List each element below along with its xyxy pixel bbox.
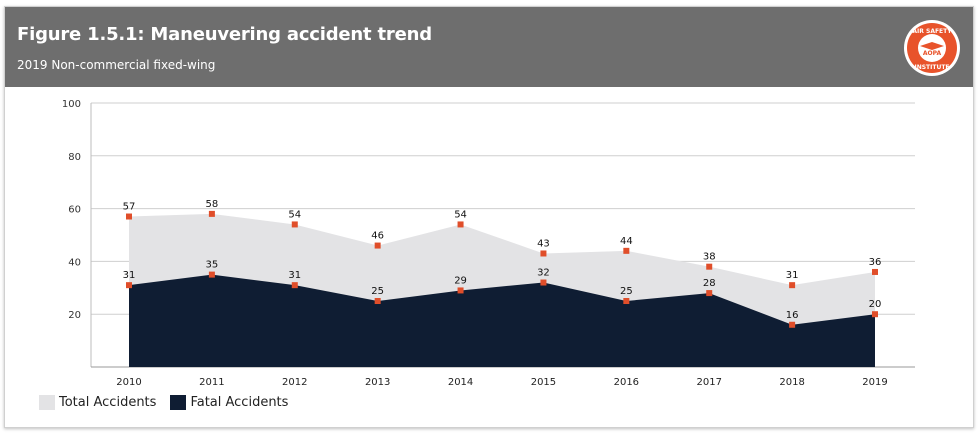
x-tick-label-2016: 2016 (614, 377, 639, 388)
data-label-fatal-accidents-2013: 25 (371, 286, 384, 297)
marker-fatal-accidents-2019 (872, 311, 878, 318)
marker-total-accidents-2013 (374, 242, 381, 249)
marker-fatal-accidents-2017 (706, 290, 713, 297)
data-label-total-accidents-2014: 54 (454, 209, 467, 220)
marker-total-accidents-2017 (706, 263, 713, 270)
y-tick-label-40: 40 (68, 257, 81, 268)
data-label-total-accidents-2016: 44 (620, 236, 633, 247)
data-label-total-accidents-2015: 43 (537, 238, 550, 249)
x-tick-label-2019: 2019 (862, 377, 887, 388)
data-label-fatal-accidents-2015: 32 (537, 268, 550, 279)
data-label-total-accidents-2018: 31 (786, 270, 799, 281)
figure-title: Figure 1.5.1: Maneuvering accident trend (17, 24, 432, 45)
marker-total-accidents-2015 (540, 250, 547, 257)
marker-total-accidents-2014 (457, 221, 464, 228)
x-tick-label-2015: 2015 (531, 377, 556, 388)
y-tick-label-80: 80 (68, 152, 81, 163)
marker-fatal-accidents-2011 (208, 271, 215, 278)
marker-total-accidents-2018 (789, 282, 796, 289)
legend-label-total: Total Accidents (59, 395, 157, 410)
marker-fatal-accidents-2010 (126, 282, 132, 289)
data-label-total-accidents-2010: 57 (123, 202, 136, 213)
marker-total-accidents-2011 (208, 210, 215, 217)
y-tick-label-20: 20 (68, 310, 81, 321)
logo-text-top: AIR SAFETY (912, 28, 952, 35)
x-tick-label-2013: 2013 (365, 377, 390, 388)
area-chart: 20 40 60 80 100 57 58 54 46 54 43 44 38 31 36 31 35 31 25 2… (62, 99, 915, 388)
x-tick-label-2018: 2018 (779, 377, 804, 388)
figure-subtitle: 2019 Non-commercial fixed-wing (17, 58, 216, 72)
marker-fatal-accidents-2013 (374, 298, 381, 304)
x-tick-label-2011: 2011 (199, 377, 224, 388)
marker-fatal-accidents-2014 (457, 287, 464, 294)
marker-total-accidents-2012 (291, 221, 298, 228)
data-label-total-accidents-2011: 58 (206, 199, 219, 210)
marker-fatal-accidents-2012 (291, 282, 298, 289)
logo-text-center: AOPA (923, 50, 942, 57)
marker-fatal-accidents-2016 (623, 298, 630, 304)
y-tick-label-100: 100 (62, 99, 81, 110)
x-tick-label-2014: 2014 (448, 377, 473, 388)
data-label-fatal-accidents-2017: 28 (703, 278, 716, 289)
legend-item-total: Total Accidents (39, 395, 156, 410)
data-label-fatal-accidents-2016: 25 (620, 286, 633, 297)
logo-text-bottom: INSTITUTE (914, 64, 949, 71)
area-fatal-accidents (129, 274, 875, 367)
chart-legend: Total Accidents Fatal Accidents (39, 395, 302, 410)
data-label-total-accidents-2019: 36 (869, 257, 882, 268)
legend-swatch-total (39, 395, 55, 410)
y-tick-label-60: 60 (68, 205, 81, 216)
data-label-fatal-accidents-2012: 31 (288, 270, 301, 281)
data-label-fatal-accidents-2019: 20 (869, 299, 882, 310)
marker-total-accidents-2016 (623, 247, 630, 254)
figure-header: Figure 1.5.1: Maneuvering accident trend… (5, 7, 973, 87)
data-label-fatal-accidents-2014: 29 (454, 275, 467, 286)
data-label-total-accidents-2013: 46 (371, 231, 384, 242)
figure-frame: Figure 1.5.1: Maneuvering accident trend… (4, 6, 974, 428)
marker-fatal-accidents-2018 (789, 321, 796, 328)
data-label-fatal-accidents-2011: 35 (206, 260, 219, 271)
marker-fatal-accidents-2015 (540, 279, 547, 286)
x-tick-label-2012: 2012 (282, 377, 307, 388)
data-label-total-accidents-2012: 54 (288, 209, 301, 220)
data-label-total-accidents-2017: 38 (703, 252, 716, 263)
marker-total-accidents-2019 (872, 268, 878, 275)
data-label-fatal-accidents-2018: 16 (786, 310, 799, 321)
legend-item-fatal: Fatal Accidents (170, 395, 288, 410)
marker-total-accidents-2010 (126, 213, 132, 220)
logo-wings-icon (920, 42, 944, 50)
x-tick-label-2010: 2010 (116, 377, 141, 388)
legend-swatch-fatal (170, 395, 187, 410)
x-tick-label-2017: 2017 (696, 377, 721, 388)
aopa-air-safety-institute-logo: AIR SAFETY AOPA INSTITUTE (904, 20, 960, 76)
legend-label-fatal: Fatal Accidents (190, 395, 289, 410)
data-label-fatal-accidents-2010: 31 (123, 270, 136, 281)
